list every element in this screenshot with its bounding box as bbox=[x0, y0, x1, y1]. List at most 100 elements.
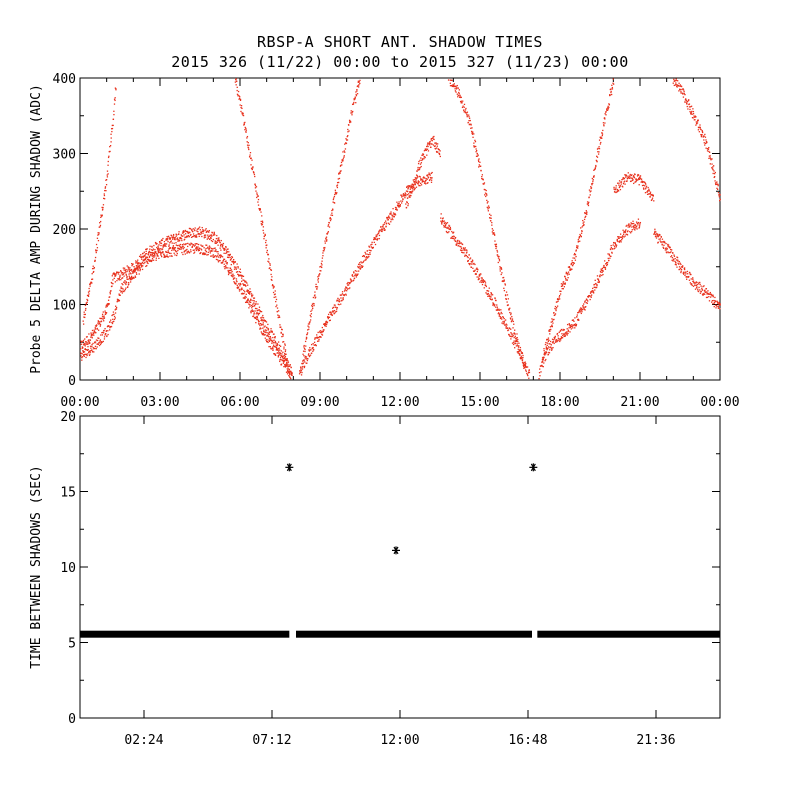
data-point bbox=[430, 146, 432, 148]
data-point bbox=[414, 187, 416, 190]
data-point bbox=[271, 331, 274, 333]
data-point bbox=[639, 221, 642, 224]
data-point bbox=[519, 349, 521, 352]
data-point bbox=[304, 340, 307, 343]
data-point bbox=[334, 189, 337, 191]
data-point bbox=[334, 193, 336, 196]
data-point bbox=[570, 325, 572, 328]
data-point bbox=[193, 235, 195, 237]
data-point bbox=[257, 309, 259, 312]
data-point bbox=[311, 305, 314, 308]
data-point bbox=[82, 351, 85, 353]
data-point bbox=[616, 238, 619, 241]
data-point bbox=[111, 127, 114, 130]
data-point bbox=[109, 146, 111, 148]
data-point bbox=[205, 244, 207, 246]
data-point bbox=[505, 291, 508, 293]
data-point bbox=[631, 230, 633, 233]
data-point bbox=[130, 273, 132, 275]
data-point bbox=[612, 82, 614, 84]
data-point bbox=[689, 108, 691, 111]
data-point bbox=[437, 143, 439, 145]
data-point bbox=[158, 251, 161, 253]
data-point bbox=[254, 316, 256, 319]
data-point bbox=[215, 249, 217, 251]
data-point bbox=[472, 131, 474, 133]
data-point bbox=[712, 303, 714, 305]
data-point bbox=[505, 327, 507, 329]
data-point bbox=[96, 339, 99, 342]
data-point bbox=[633, 177, 636, 179]
data-point bbox=[270, 330, 272, 332]
data-point bbox=[458, 92, 460, 95]
data-point bbox=[116, 298, 119, 300]
data-point bbox=[413, 179, 416, 181]
data-point bbox=[314, 291, 316, 293]
data-point bbox=[450, 84, 453, 87]
data-point bbox=[151, 249, 153, 251]
data-point bbox=[652, 194, 654, 196]
data-point bbox=[491, 228, 493, 230]
data-point bbox=[357, 80, 360, 82]
outlier-point bbox=[529, 463, 538, 472]
data-point bbox=[366, 250, 369, 252]
data-point bbox=[109, 321, 111, 323]
data-point bbox=[227, 273, 230, 276]
data-point bbox=[410, 184, 412, 187]
data-point bbox=[398, 206, 400, 208]
data-point bbox=[336, 308, 338, 310]
data-point bbox=[347, 131, 349, 133]
data-point bbox=[381, 230, 383, 233]
data-point bbox=[595, 287, 597, 289]
data-point bbox=[217, 259, 219, 261]
data-point bbox=[217, 244, 219, 246]
data-point bbox=[635, 221, 638, 223]
data-point bbox=[275, 298, 278, 301]
data-point bbox=[191, 243, 193, 245]
data-point bbox=[246, 141, 248, 143]
data-point bbox=[303, 359, 305, 361]
data-point bbox=[206, 247, 209, 249]
data-point bbox=[466, 255, 468, 258]
data-point bbox=[639, 225, 641, 227]
data-point bbox=[471, 261, 473, 263]
data-point bbox=[399, 204, 401, 206]
data-point bbox=[214, 242, 217, 244]
data-point bbox=[575, 250, 577, 252]
data-point bbox=[102, 206, 104, 209]
data-point bbox=[328, 316, 331, 319]
data-point bbox=[629, 175, 631, 177]
data-point bbox=[629, 173, 631, 176]
data-point bbox=[712, 166, 714, 168]
data-point bbox=[337, 299, 339, 302]
data-point bbox=[87, 348, 89, 351]
data-point bbox=[554, 336, 556, 338]
data-point bbox=[694, 282, 696, 284]
data-point bbox=[487, 210, 490, 212]
data-point bbox=[321, 334, 324, 336]
data-point bbox=[138, 265, 140, 267]
data-point bbox=[276, 344, 278, 346]
data-point bbox=[595, 165, 597, 168]
data-point bbox=[554, 335, 556, 338]
data-point bbox=[114, 317, 116, 319]
data-point bbox=[182, 245, 184, 247]
data-point bbox=[169, 247, 172, 249]
data-point bbox=[247, 284, 249, 286]
data-point bbox=[222, 261, 224, 263]
data-point bbox=[596, 156, 599, 158]
data-point bbox=[709, 155, 711, 157]
data-point bbox=[606, 109, 609, 111]
data-point bbox=[627, 224, 630, 226]
data-point bbox=[500, 317, 502, 319]
data-point bbox=[271, 279, 273, 281]
data-point bbox=[496, 308, 499, 310]
data-point bbox=[147, 254, 150, 256]
data-point bbox=[688, 275, 690, 278]
data-point bbox=[549, 349, 551, 351]
data-point bbox=[232, 273, 234, 275]
data-point bbox=[106, 303, 109, 305]
data-point bbox=[99, 340, 101, 342]
data-point bbox=[281, 355, 283, 357]
data-point bbox=[106, 335, 108, 337]
